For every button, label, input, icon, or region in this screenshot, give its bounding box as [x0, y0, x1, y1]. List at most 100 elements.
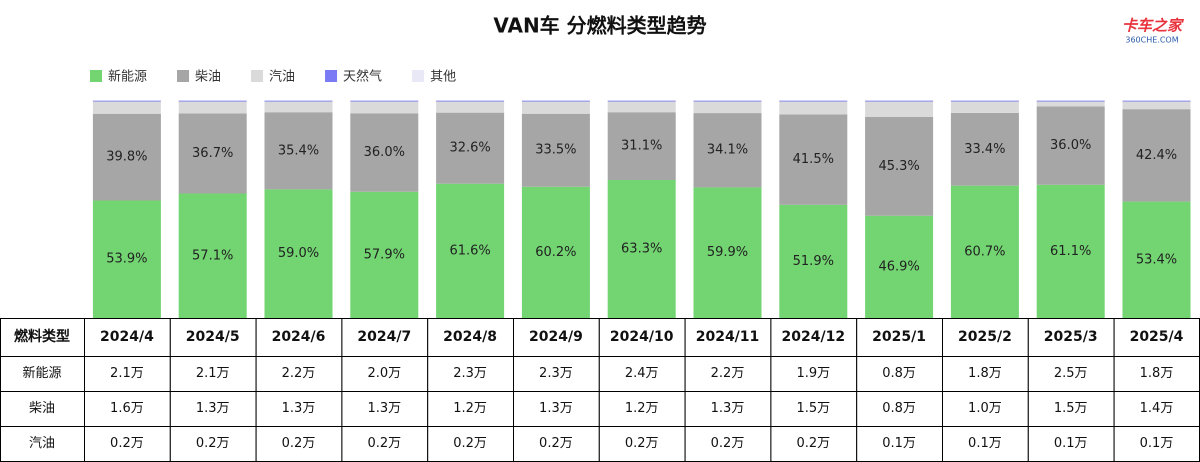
bar-segment — [865, 101, 934, 118]
table-header: 2024/8 — [443, 329, 497, 345]
table-cell — [1113, 356, 1200, 392]
chart-title: VAN车 分燃料类型趋势 — [493, 14, 706, 38]
legend-label: 新能源 — [108, 69, 147, 85]
data-label: 63.3% — [621, 242, 662, 257]
bar-segment — [264, 189, 333, 318]
legend-label: 柴油 — [195, 70, 221, 85]
bar-segment — [436, 101, 505, 113]
bar-segment — [264, 101, 333, 113]
legend-swatch — [325, 70, 338, 82]
table-header: 2024/5 — [186, 329, 240, 345]
table-header: 2024/9 — [529, 329, 583, 345]
table-cell — [1027, 356, 1115, 392]
table-cell — [770, 426, 858, 462]
data-label: 41.5% — [793, 152, 834, 167]
table-cell — [513, 356, 600, 392]
table-header: 2025/3 — [1044, 329, 1098, 345]
table-cell-text: 1.2万 — [625, 401, 659, 416]
bar-segment — [693, 101, 762, 114]
bar-segment — [1036, 184, 1105, 318]
table-cell-text: 2.3万 — [453, 366, 487, 381]
table-cell-text: 汽油 — [29, 436, 55, 451]
data-label: 36.0% — [1050, 138, 1091, 153]
data-label: 51.9% — [793, 254, 834, 269]
table-cell-text: 2.2万 — [282, 366, 316, 381]
table-cell — [0, 318, 85, 357]
bar-segment — [865, 100, 934, 101]
data-label: 59.0% — [278, 246, 319, 261]
bar-segment — [92, 200, 161, 318]
table-cell-text: 0.2万 — [711, 436, 745, 451]
table-cell — [341, 356, 429, 392]
data-label: 36.0% — [364, 145, 405, 160]
table-cell — [0, 391, 85, 427]
bar-segment — [693, 187, 762, 318]
legend-swatch — [90, 70, 102, 82]
data-label: 45.3% — [878, 159, 919, 174]
bar-segment — [779, 100, 848, 102]
bar-segment — [950, 112, 1019, 186]
bar-segment — [950, 101, 1019, 113]
bar-segment — [178, 100, 247, 102]
bar-segment — [264, 100, 333, 102]
table-header: 2024/11 — [696, 329, 760, 345]
table-cell-text: 1.3万 — [539, 401, 573, 416]
data-label: 59.9% — [707, 245, 748, 260]
table-cell-text: 1.3万 — [282, 401, 316, 416]
table-cell — [1027, 391, 1115, 427]
table-header: 2025/1 — [872, 329, 926, 345]
table-cell-text: 0.1万 — [968, 436, 1002, 451]
bar-segment — [779, 204, 848, 318]
bar-segment — [1122, 100, 1191, 102]
table-cell-text: 2.5万 — [1054, 366, 1088, 381]
data-label: 36.7% — [192, 146, 233, 161]
table-cell — [169, 318, 257, 357]
data-label: 32.6% — [449, 141, 490, 156]
bar-segment — [350, 101, 419, 114]
table-cell-text: 1.3万 — [196, 401, 230, 416]
bar-segment — [950, 100, 1019, 102]
table-cell — [684, 391, 772, 427]
table-cell — [598, 426, 686, 462]
bar-segment — [436, 112, 505, 184]
bar-segment — [1122, 100, 1191, 101]
bar-segment — [521, 186, 590, 318]
bar-segment — [178, 113, 247, 194]
bar-segment — [350, 100, 419, 102]
legend-swatch — [251, 70, 264, 82]
table-cell — [1027, 318, 1115, 357]
bar-segment — [436, 100, 505, 102]
table-cell — [84, 318, 171, 357]
table-cell — [341, 318, 429, 357]
table-header: 2025/4 — [1130, 329, 1184, 345]
table-cell — [1027, 426, 1115, 462]
bar-segment — [607, 100, 676, 101]
table-header: 2025/2 — [958, 329, 1012, 345]
legend-swatch — [412, 70, 425, 82]
bar-segment — [92, 101, 161, 114]
table-header: 燃料类型 — [14, 328, 70, 345]
data-label: 42.4% — [1136, 148, 1177, 163]
table-cell — [255, 391, 343, 427]
data-label: 53.4% — [1136, 252, 1177, 267]
table-cell-text: 柴油 — [29, 401, 55, 416]
bar-segment — [350, 113, 419, 192]
table-cell — [255, 356, 343, 392]
data-label: 57.1% — [192, 248, 233, 263]
table-header: 2024/10 — [610, 329, 674, 345]
bar-segment — [865, 100, 934, 102]
table-cell-text: 1.9万 — [796, 366, 830, 381]
table-cell — [169, 391, 257, 427]
bar-segment — [436, 183, 505, 318]
bar-segment — [92, 100, 161, 101]
table-header: 2024/12 — [782, 329, 846, 345]
data-label: 60.2% — [535, 245, 576, 260]
data-label: 35.4% — [278, 143, 319, 158]
data-label: 39.8% — [106, 150, 147, 165]
data-label: 34.1% — [707, 143, 748, 158]
bar-segment — [607, 101, 676, 113]
table-cell-text: 1.4万 — [1140, 401, 1174, 416]
table-cell — [598, 356, 686, 392]
bar-segment — [1122, 109, 1191, 202]
